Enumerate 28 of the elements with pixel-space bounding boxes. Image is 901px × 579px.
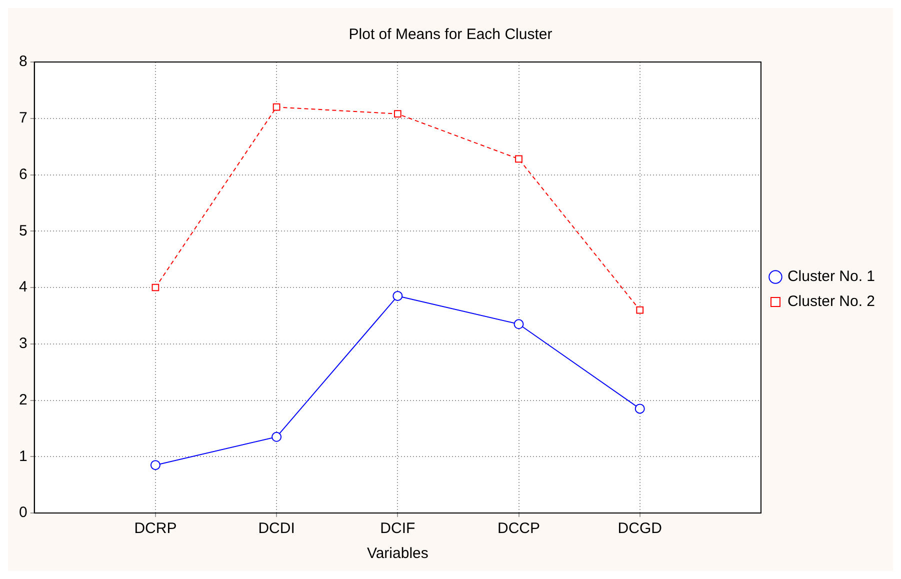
point xyxy=(515,155,522,163)
x-tick-label: DCCP xyxy=(498,520,540,538)
x-axis-title: Variables xyxy=(366,545,428,562)
x-tick-label: DCRP xyxy=(134,520,177,538)
point xyxy=(634,404,645,414)
point xyxy=(272,103,280,111)
point xyxy=(150,460,160,470)
legend-label: Cluster No. 1 xyxy=(787,268,876,286)
y-tick-label: 2 xyxy=(19,391,28,408)
point xyxy=(394,110,402,118)
y-tick-label: 3 xyxy=(19,335,28,352)
y-tick-label: 8 xyxy=(19,53,28,70)
legend-label: Cluster No. 2 xyxy=(787,293,876,310)
point xyxy=(392,290,403,301)
point xyxy=(514,319,524,330)
x-tick-label: DCGD xyxy=(618,520,662,538)
y-tick-label: 6 xyxy=(19,166,28,183)
point xyxy=(152,284,160,292)
x-tick-label: DCIF xyxy=(380,520,416,538)
chart-title: Plot of Means for Each Cluster xyxy=(348,26,552,44)
point xyxy=(272,432,282,442)
point xyxy=(636,306,644,314)
y-tick-label: 1 xyxy=(19,448,28,465)
y-tick-label: 4 xyxy=(19,278,28,296)
y-tick-label: 7 xyxy=(19,110,28,127)
y-tick-label: 0 xyxy=(19,504,28,522)
y-tick-label: 5 xyxy=(19,222,28,240)
x-tick-label: DCDI xyxy=(258,520,295,538)
